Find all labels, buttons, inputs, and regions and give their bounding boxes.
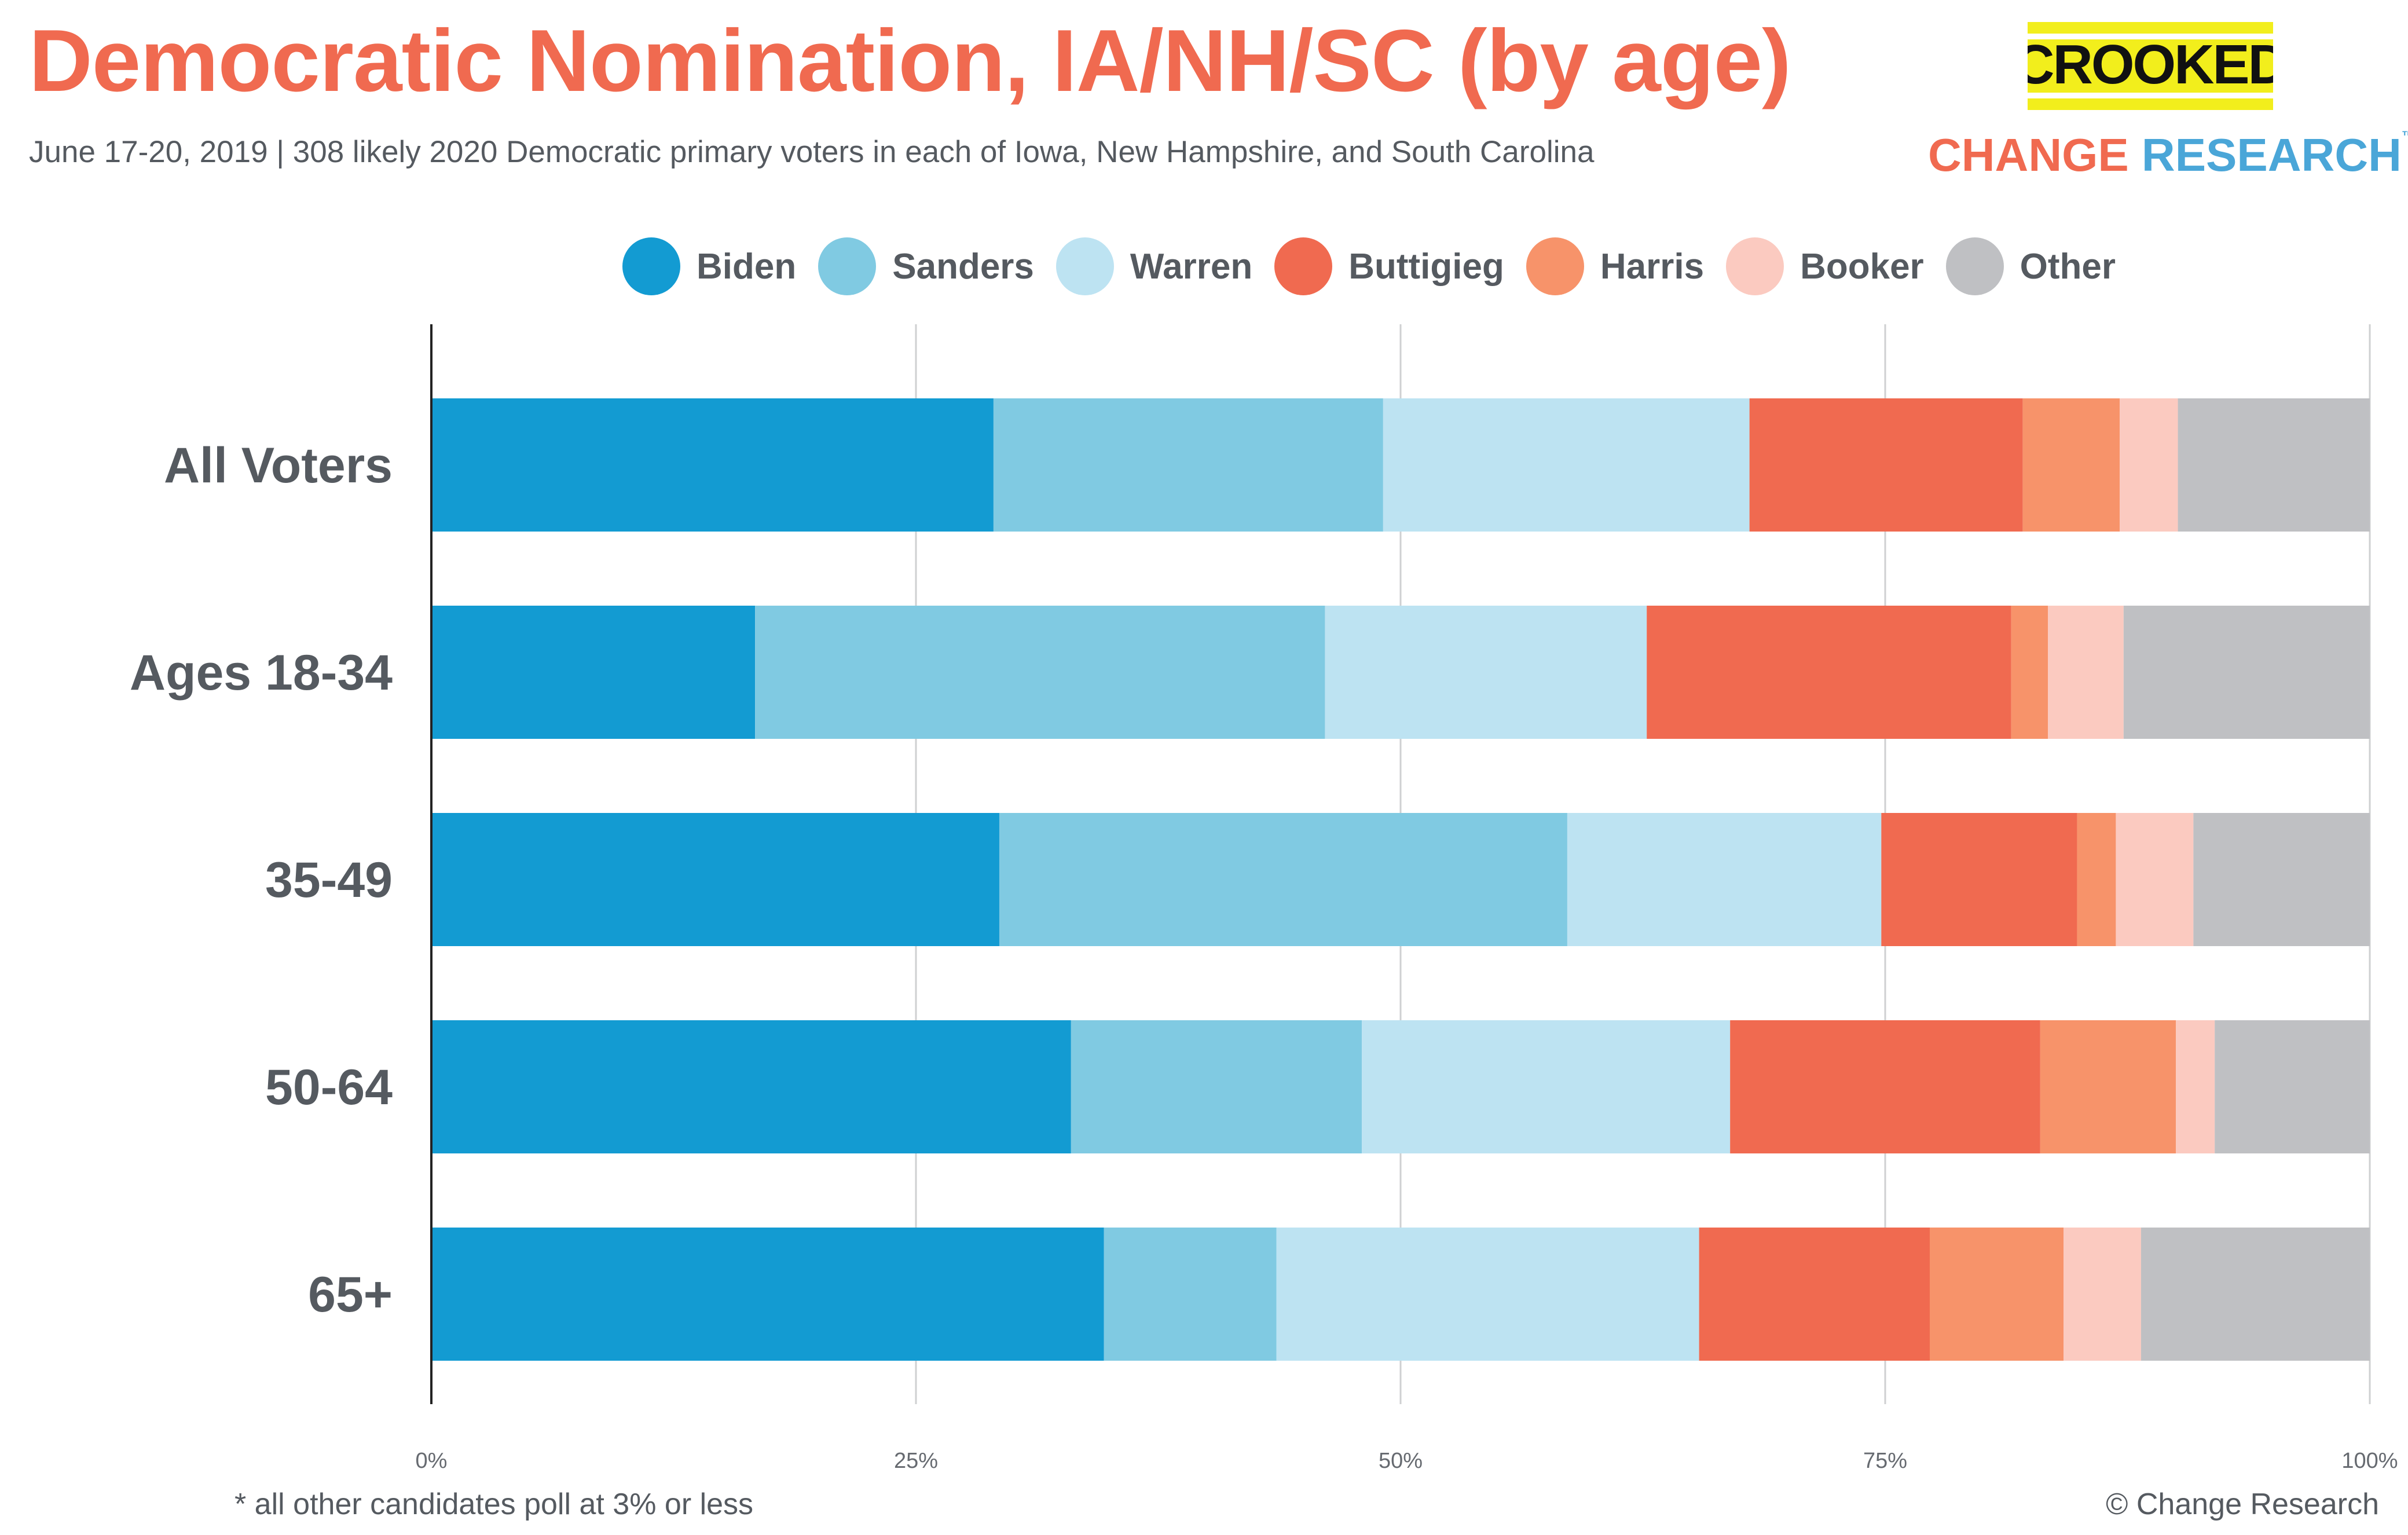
crooked-logo: CROOKED — [2028, 22, 2273, 110]
legend-item-other: Other — [1945, 237, 2116, 295]
category-label: 65+ — [308, 1267, 393, 1322]
x-tick-label: 0% — [416, 1449, 448, 1473]
bar-segment-all-voters-warren — [1383, 398, 1750, 532]
bar-segment-all-voters-other — [2178, 398, 2370, 532]
chart-subtitle: June 17-20, 2019 | 308 likely 2020 Democ… — [29, 135, 1595, 169]
legend-item-buttigieg: Buttigieg — [1274, 237, 1504, 295]
legend-swatch — [622, 237, 680, 295]
footnote: * all other candidates poll at 3% or les… — [234, 1488, 754, 1521]
bar-segment-35-49-other — [2193, 813, 2370, 946]
legend-swatch — [1945, 237, 2004, 295]
bar-segment-65-buttigieg — [1699, 1228, 1930, 1361]
bar-segment-35-49-booker — [2116, 813, 2194, 946]
bar-segment-35-49-biden — [431, 813, 999, 946]
legend-swatch — [1274, 237, 1333, 295]
logo-change-word: CHANGE — [1928, 129, 2129, 181]
x-tick-label: 100% — [2341, 1449, 2398, 1473]
bar-segment-50-64-buttigieg — [1730, 1020, 2040, 1153]
category-label: Ages 18-34 — [130, 645, 393, 701]
bar-segment-all-voters-sanders — [993, 398, 1383, 532]
category-label: 35-49 — [265, 852, 393, 908]
legend-label: Harris — [1600, 246, 1705, 287]
bar-segment-35-49-warren — [1567, 813, 1882, 946]
bar-segment-65-other — [2141, 1228, 2370, 1361]
bar-segment-65-biden — [431, 1228, 1104, 1361]
chart-title: Democratic Nomination, IA/NH/SC (by age) — [29, 12, 1791, 110]
legend-swatch — [1526, 237, 1584, 295]
legend-label: Sanders — [892, 246, 1034, 287]
bar-segment-50-64-booker — [2176, 1020, 2215, 1153]
legend-item-biden: Biden — [622, 237, 796, 295]
bar-segment-65-harris — [1930, 1228, 2064, 1361]
x-tick-label: 25% — [894, 1449, 938, 1473]
logo-research-word: RESEARCH — [2141, 129, 2402, 181]
chart-legend: Biden Sanders Warren Buttigieg Harris Booker O… — [622, 232, 2138, 301]
bar-segment-35-49-harris — [2077, 813, 2116, 946]
category-label: All Voters — [164, 438, 393, 493]
bar-segment-50-64-harris — [2040, 1020, 2176, 1153]
bar-segment-35-49-buttigieg — [1881, 813, 2077, 946]
category-label: 50-64 — [265, 1060, 393, 1115]
x-tick-label: 50% — [1379, 1449, 1423, 1473]
bar-segment-all-voters-booker — [2120, 398, 2178, 532]
bar-segment-50-64-other — [2215, 1020, 2370, 1153]
change-research-logo: CHANGE RESEARCH™ — [1928, 129, 2408, 182]
bar-segment-ages-18-34-buttigieg — [1647, 606, 2011, 739]
bar-segment-ages-18-34-booker — [2048, 606, 2124, 739]
legend-swatch — [818, 237, 877, 295]
legend-label: Warren — [1130, 246, 1253, 287]
logo-trademark: ™ — [2402, 129, 2408, 144]
legend-label: Booker — [1800, 246, 1924, 287]
legend-item-booker: Booker — [1726, 237, 1924, 295]
bar-segment-50-64-sanders — [1071, 1020, 1362, 1153]
legend-label: Buttigieg — [1348, 246, 1504, 287]
bar-segment-all-voters-biden — [431, 398, 994, 532]
bar-segment-ages-18-34-harris — [2011, 606, 2048, 739]
bar-segment-65-warren — [1276, 1228, 1699, 1361]
bar-segment-ages-18-34-biden — [431, 606, 756, 739]
legend-item-warren: Warren — [1055, 237, 1253, 295]
bar-segment-65-booker — [2064, 1228, 2141, 1361]
bar-segment-65-sanders — [1104, 1228, 1277, 1361]
legend-swatch — [1726, 237, 1784, 295]
bar-segment-50-64-biden — [431, 1020, 1071, 1153]
legend-label: Other — [2020, 246, 2116, 287]
x-tick-label: 75% — [1863, 1449, 1907, 1473]
bar-segment-ages-18-34-warren — [1325, 606, 1647, 739]
legend-item-sanders: Sanders — [818, 237, 1034, 295]
copyright: © Change Research — [2106, 1488, 2379, 1521]
bar-segment-all-voters-buttigieg — [1749, 398, 2023, 532]
legend-label: Biden — [697, 246, 797, 287]
bar-segment-ages-18-34-other — [2123, 606, 2370, 739]
legend-item-harris: Harris — [1526, 237, 1704, 295]
bar-segment-all-voters-harris — [2022, 398, 2120, 532]
bar-segment-35-49-sanders — [999, 813, 1567, 946]
bar-segment-50-64-warren — [1362, 1020, 1731, 1153]
legend-swatch — [1055, 237, 1114, 295]
crooked-logo-text: CROOKED — [2028, 34, 2273, 96]
bar-segment-ages-18-34-sanders — [755, 606, 1325, 739]
